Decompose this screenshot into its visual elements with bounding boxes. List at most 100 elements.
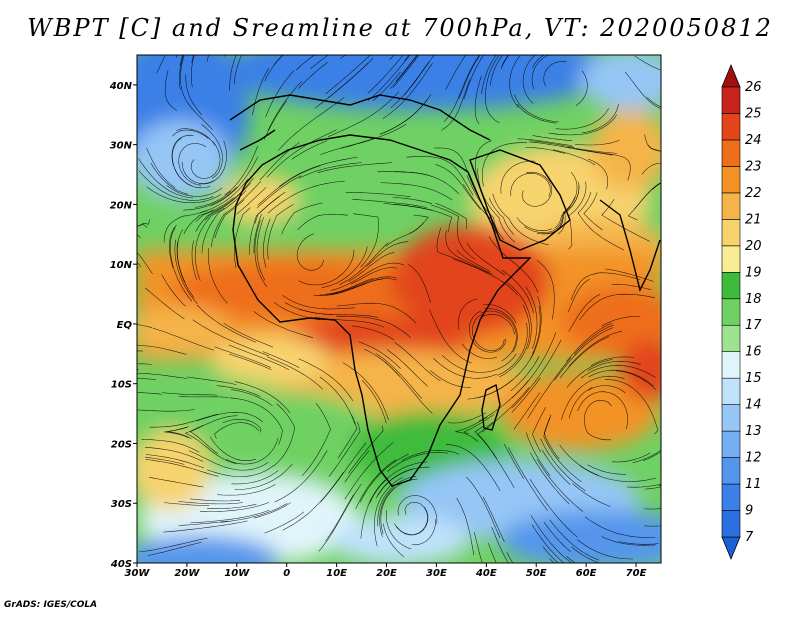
streamline	[641, 162, 661, 175]
colorbar-label: 14	[745, 398, 762, 413]
colorbar-swatch	[721, 166, 741, 194]
streamline	[236, 187, 267, 215]
arabia-coastline	[469, 149, 571, 251]
streamline	[190, 509, 270, 524]
streamline	[230, 389, 273, 407]
streamline	[138, 537, 208, 553]
colorbar-label: 13	[745, 424, 762, 439]
streamline	[484, 55, 500, 124]
streamline	[411, 519, 436, 546]
streamline	[466, 175, 504, 240]
streamline	[488, 236, 539, 293]
streamline	[137, 409, 195, 412]
streamline	[264, 511, 305, 534]
colorbar-label: 9	[745, 504, 753, 519]
colorbar-label: 7	[745, 530, 754, 545]
streamline	[555, 108, 609, 130]
streamline	[352, 199, 427, 208]
colorbar-label: 19	[745, 265, 762, 280]
streamline	[234, 381, 291, 414]
streamline	[482, 387, 530, 433]
streamline	[137, 378, 157, 380]
streamline	[254, 219, 267, 287]
streamline	[532, 406, 547, 453]
streamline	[570, 273, 598, 301]
streamline	[432, 357, 497, 379]
streamline	[478, 350, 535, 398]
streamline	[543, 61, 567, 87]
streamline	[156, 55, 166, 74]
streamline	[166, 185, 223, 197]
streamline	[319, 376, 356, 425]
streamline	[369, 461, 428, 504]
streamline	[482, 496, 505, 543]
streamline	[601, 199, 651, 242]
streamline	[145, 454, 205, 469]
colorbar-swatch	[721, 86, 741, 114]
streamline	[445, 55, 467, 90]
streamline	[511, 377, 541, 413]
streamline	[458, 298, 478, 330]
streamline	[587, 385, 626, 394]
streamline	[525, 286, 538, 349]
streamline	[506, 282, 532, 350]
streamline	[180, 85, 213, 130]
streamline	[263, 218, 271, 268]
streamline	[568, 330, 622, 367]
streamline	[325, 494, 355, 542]
streamline	[435, 203, 467, 229]
streamline	[348, 252, 395, 282]
streamline	[344, 442, 394, 500]
madagascar-coastline	[481, 383, 501, 431]
streamline	[149, 413, 218, 428]
streamline	[375, 353, 423, 399]
streamline	[360, 479, 386, 539]
streamline	[145, 287, 185, 320]
streamline	[611, 284, 652, 290]
streamline	[601, 316, 640, 327]
lon-tick-label: 70E	[626, 568, 647, 579]
streamline	[463, 414, 495, 435]
streamline	[567, 146, 617, 154]
streamline	[568, 181, 587, 250]
streamline	[284, 302, 334, 315]
streamline	[189, 415, 238, 454]
streamline	[499, 304, 530, 378]
streamline	[644, 525, 661, 527]
streamline	[497, 322, 528, 376]
colorbar-swatch	[721, 298, 741, 326]
colorbar-swatch	[721, 113, 741, 141]
streamline	[392, 55, 420, 88]
streamline	[164, 70, 178, 111]
streamline	[185, 74, 203, 115]
streamline	[325, 277, 374, 295]
streamline	[359, 453, 409, 503]
streamline	[298, 162, 362, 179]
streamline	[568, 278, 590, 313]
streamline	[377, 171, 428, 176]
streamline	[199, 140, 227, 185]
streamline	[183, 186, 237, 211]
streamline	[527, 357, 572, 419]
streamline	[137, 302, 138, 303]
streamline	[301, 403, 331, 477]
colorbar-label: 21	[745, 212, 762, 227]
streamline	[626, 483, 661, 488]
streamline	[500, 160, 536, 194]
streamline	[262, 351, 300, 368]
streamline	[386, 349, 428, 387]
streamline	[367, 55, 411, 101]
colorbar: 7 9 11 12 13 14 15 16 17 18 19 20 21 22 23 24 25 26	[721, 63, 762, 561]
streamline	[383, 523, 405, 558]
streamline	[351, 325, 395, 341]
streamline	[179, 55, 184, 90]
lon-tick-label: 40E	[475, 568, 497, 579]
streamline	[469, 310, 507, 353]
streamline	[590, 356, 635, 366]
lon-tick-label: 20E	[376, 568, 397, 579]
streamline	[178, 396, 229, 398]
streamline	[266, 356, 324, 390]
streamline	[514, 94, 560, 123]
streamline	[452, 258, 518, 296]
streamline	[559, 336, 610, 379]
